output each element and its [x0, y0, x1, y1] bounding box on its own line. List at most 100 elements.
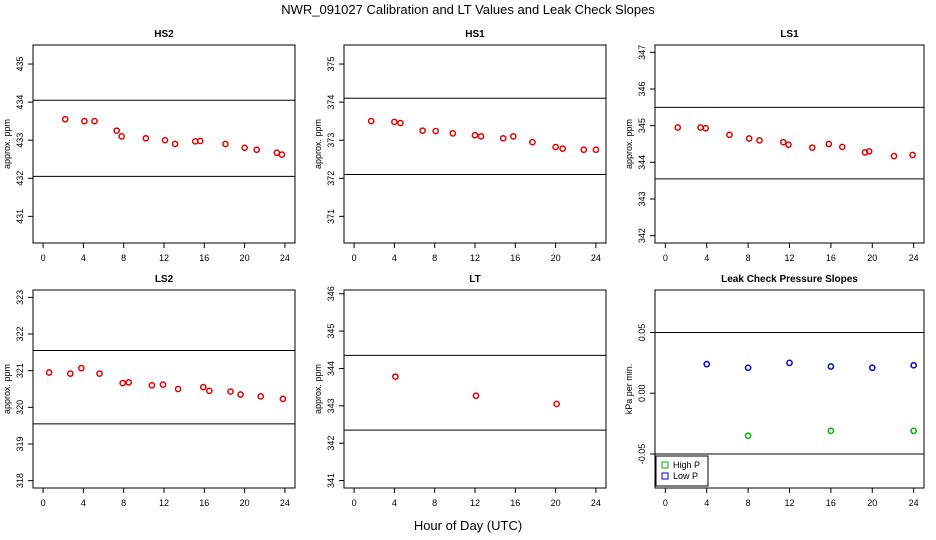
y-tick-label: 345	[637, 118, 647, 133]
data-point-hs1	[397, 119, 404, 127]
x-tick-label: 24	[909, 253, 919, 263]
y-tick-label: 374	[326, 95, 336, 110]
x-tick-label: 16	[826, 498, 836, 508]
plot-frame	[32, 289, 296, 489]
x-tick-label: 4	[392, 253, 397, 263]
data-point-ls2	[199, 383, 207, 391]
x-tick-label: 12	[470, 253, 480, 263]
data-point-hs1	[419, 127, 426, 135]
data-point-hs2	[142, 134, 150, 142]
data-point-low-p	[703, 360, 711, 368]
panel-title: HS1	[465, 29, 485, 40]
x-tick-label: 8	[121, 498, 126, 508]
y-axis-label: approx. ppm	[2, 364, 12, 414]
data-point-ls1	[697, 124, 704, 131]
x-tick-label: 24	[591, 498, 601, 508]
x-tick-label: 4	[704, 498, 709, 508]
y-axis-label: approx. ppm	[624, 119, 634, 169]
chart-panel-leak-check-pressure-slopes: Leak Check Pressure Slopes kPa per min. 0 4…	[624, 274, 925, 508]
x-tick-label: 8	[121, 253, 126, 263]
y-tick-label: 434	[15, 95, 25, 110]
y-tick-label: 344	[637, 155, 647, 170]
x-tick-label: 12	[159, 498, 169, 508]
y-tick-label: 343	[637, 191, 647, 206]
data-point-hs2	[113, 127, 120, 135]
panel-title: LT	[469, 274, 480, 285]
figure-title: NWR_091027 Calibration and LT Values and…	[281, 2, 655, 17]
x-tick-label: 24	[591, 253, 601, 263]
data-point-hs1	[471, 131, 479, 139]
data-point-ls1	[779, 138, 787, 146]
data-point-hs2	[118, 133, 126, 140]
y-tick-label: 373	[326, 133, 336, 148]
data-point-ls1	[890, 152, 898, 160]
legend-marker-high-p	[661, 461, 669, 469]
x-tick-label: 16	[510, 253, 520, 263]
y-tick-label: 0.05	[637, 324, 647, 342]
y-tick-label: 341	[326, 473, 336, 488]
x-tick-label: 12	[470, 498, 480, 508]
y-tick-label: 346	[326, 286, 336, 301]
x-tick-label: 0	[663, 253, 668, 263]
y-tick-label: 431	[15, 209, 25, 224]
y-tick-label: 320	[15, 400, 25, 415]
y-tick-label: 345	[326, 324, 336, 339]
data-point-hs1	[499, 134, 507, 142]
x-tick-label: 16	[510, 498, 520, 508]
data-point-lt	[392, 373, 399, 381]
y-tick-label: 432	[15, 171, 25, 186]
legend-marker-low-p	[661, 472, 669, 480]
data-point-hs1	[552, 143, 559, 151]
legend-label-high-p: High P	[673, 460, 700, 470]
data-point-hs2	[161, 136, 169, 144]
y-tick-label: 344	[326, 361, 336, 376]
x-tick-label: 20	[240, 498, 250, 508]
data-point-low-p	[827, 363, 835, 370]
data-point-hs2	[241, 144, 248, 152]
x-tick-label: 12	[784, 253, 794, 263]
x-tick-label: 8	[746, 253, 751, 263]
y-tick-label: 318	[15, 473, 25, 488]
legend-label-low-p: Low P	[673, 471, 698, 481]
data-point-hs2	[91, 117, 98, 125]
x-tick-label: 20	[551, 498, 561, 508]
x-tick-label: 8	[432, 498, 437, 508]
data-point-hs2	[278, 151, 286, 159]
data-point-ls1	[702, 124, 710, 132]
data-point-hs2	[61, 115, 69, 123]
y-tick-label: 375	[326, 57, 336, 72]
data-point-lt	[553, 400, 560, 408]
data-point-ls1	[756, 136, 763, 144]
x-tick-label: 20	[551, 253, 561, 263]
data-point-ls1	[674, 124, 682, 131]
data-point-ls2	[159, 381, 167, 388]
y-tick-label: 347	[637, 45, 647, 60]
data-point-ls2	[66, 370, 74, 377]
y-tick-label: 322	[15, 326, 25, 341]
x-tick-label: 24	[280, 498, 290, 508]
data-point-high-p	[910, 427, 918, 435]
data-point-ls2	[45, 369, 53, 376]
data-point-ls1	[909, 151, 916, 159]
data-point-hs2	[222, 140, 229, 148]
y-tick-label: 433	[15, 133, 25, 148]
data-point-ls2	[119, 379, 127, 387]
data-point-ls2	[174, 385, 182, 393]
y-tick-label: 321	[15, 363, 25, 378]
y-axis-label: approx. ppm	[2, 119, 12, 169]
data-point-ls1	[825, 140, 833, 148]
x-tick-label: 20	[867, 253, 877, 263]
data-point-hs1	[432, 127, 440, 135]
data-point-low-p	[868, 364, 876, 372]
chart-panel-ls1: LS1 approx. ppm 0 4 8 12 16 20 24 342 343 344 345 346…	[624, 29, 925, 263]
data-point-hs1	[509, 133, 517, 140]
data-point-hs2	[171, 140, 179, 148]
y-axis-label: approx. ppm	[313, 364, 323, 414]
x-tick-label: 12	[159, 253, 169, 263]
panel-title: Leak Check Pressure Slopes	[721, 274, 858, 285]
x-tick-label: 16	[199, 498, 209, 508]
data-point-hs1	[580, 146, 588, 154]
x-tick-label: 0	[41, 253, 46, 263]
y-tick-label: 371	[326, 209, 336, 224]
